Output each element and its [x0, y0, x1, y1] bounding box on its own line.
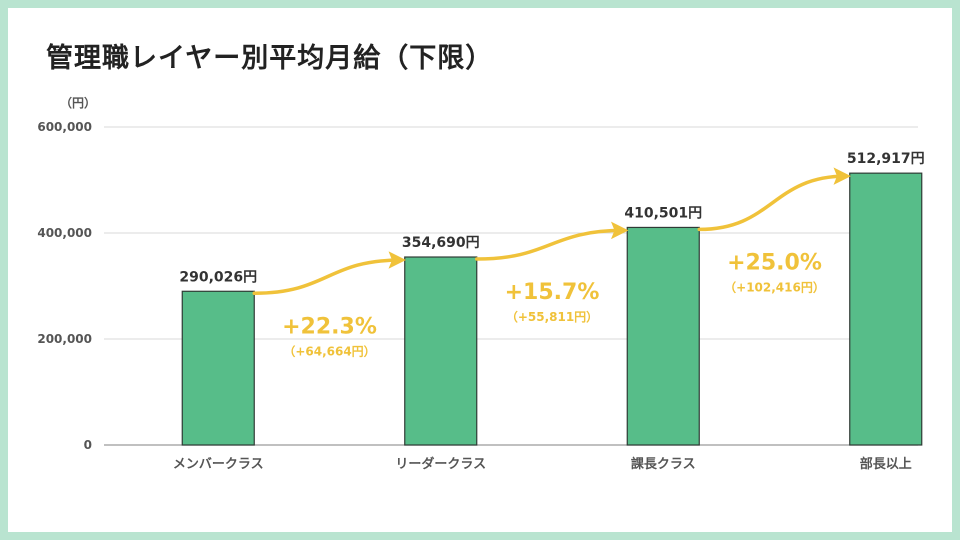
growth-percent-label: +22.3% — [282, 314, 377, 339]
chart-title: 管理職レイヤー別平均月給（下限） — [46, 43, 494, 74]
bar — [626, 226, 700, 446]
y-tick-label: 400,000 — [37, 226, 92, 240]
y-tick-label: 600,000 — [37, 120, 92, 134]
bar-value-label: 354,690円 — [402, 235, 480, 251]
bar-value-label: 512,917円 — [847, 151, 925, 167]
x-tick-label: リーダークラス — [395, 456, 486, 472]
bar — [849, 172, 923, 446]
growth-labels: +22.3% （+64,664円） +15.7% （+55,811円） +25.0% （+… — [282, 250, 825, 358]
bar — [181, 290, 255, 446]
value-labels: 290,026円 354,690円 410,501円 512,917円 — [179, 151, 924, 285]
growth-diff-label: （+102,416円） — [724, 279, 825, 294]
bar-value-label: 290,026円 — [179, 269, 257, 285]
x-tick-label: 課長クラス — [631, 456, 696, 472]
x-tick-label: メンバークラス — [173, 457, 264, 472]
y-tick-label: 0 — [84, 438, 92, 452]
growth-arrows — [252, 167, 851, 296]
x-axis-ticks: メンバークラス リーダークラス 課長クラス 部長以上 — [173, 456, 912, 472]
growth-arrow — [475, 221, 629, 261]
growth-diff-label: （+55,811円） — [506, 309, 598, 324]
growth-percent-label: +15.7% — [505, 280, 600, 305]
x-tick-label: 部長以上 — [860, 456, 912, 472]
y-axis-unit-label: （円） — [60, 95, 96, 110]
growth-diff-label: （+64,664円） — [283, 343, 375, 358]
growth-arrow — [252, 251, 406, 296]
growth-percent-label: +25.0% — [727, 250, 822, 275]
y-tick-label: 200,000 — [37, 332, 92, 346]
bars — [181, 172, 923, 446]
bar-value-label: 410,501円 — [624, 205, 702, 221]
bar — [404, 256, 478, 446]
y-axis-ticks: 0 200,000 400,000 600,000 — [37, 120, 92, 452]
growth-arrow — [697, 167, 851, 232]
